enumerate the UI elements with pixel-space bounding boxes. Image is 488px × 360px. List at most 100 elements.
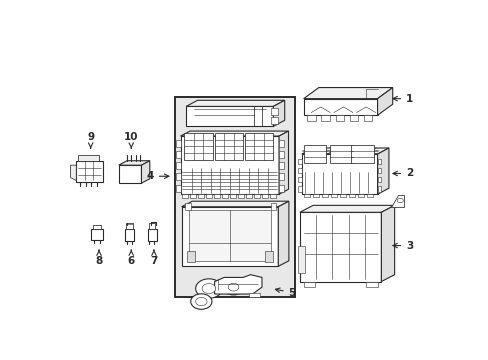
Bar [244,133,273,159]
Bar [182,194,188,198]
Text: 8: 8 [95,250,102,266]
Bar [149,223,155,229]
Polygon shape [189,210,270,261]
Text: 2: 2 [392,168,412,179]
Bar [329,145,352,163]
Bar [363,115,371,121]
Text: 5: 5 [275,288,295,298]
Bar [230,194,236,198]
Bar [270,203,276,210]
Polygon shape [303,87,392,99]
Bar [349,115,357,121]
Polygon shape [377,87,392,115]
Bar [377,177,381,183]
Polygon shape [180,136,279,194]
Circle shape [228,283,238,291]
Bar [214,133,243,159]
Bar [366,282,377,287]
Bar [377,186,381,192]
Bar [264,251,272,262]
Polygon shape [70,165,76,180]
Bar [297,246,304,273]
Bar [245,194,252,198]
Polygon shape [181,207,278,266]
Polygon shape [186,107,273,126]
Text: 1: 1 [392,94,412,104]
Bar [279,140,283,147]
Polygon shape [119,165,141,183]
Bar [93,225,101,229]
Bar [358,194,364,197]
Polygon shape [214,275,262,294]
Bar [184,133,212,159]
Bar [297,158,301,164]
Bar [76,161,102,182]
Circle shape [202,284,215,293]
Bar [350,145,373,163]
Bar [176,140,180,147]
Polygon shape [390,195,403,207]
Bar [126,223,132,229]
Polygon shape [119,161,149,165]
Bar [297,177,301,183]
Bar [335,115,343,121]
Polygon shape [377,148,388,194]
Polygon shape [279,131,288,194]
Polygon shape [141,161,149,183]
Text: 10: 10 [124,132,138,148]
Bar [279,174,283,180]
Bar [176,174,180,180]
Bar [279,162,283,169]
Bar [190,194,196,198]
Bar [175,97,295,297]
Circle shape [195,279,222,298]
Bar [187,251,195,262]
Text: 6: 6 [127,250,135,266]
Bar [307,115,315,121]
Bar [185,203,191,210]
Polygon shape [273,100,284,126]
Bar [303,145,326,163]
Circle shape [195,297,206,306]
Circle shape [396,198,403,203]
Text: 4: 4 [146,171,168,181]
Bar [147,229,157,242]
Polygon shape [180,131,288,136]
Polygon shape [303,99,377,115]
Polygon shape [381,205,394,282]
Bar [124,229,134,242]
Bar [279,185,283,192]
Bar [297,186,301,192]
Bar [176,162,180,169]
Polygon shape [278,201,288,266]
Bar [303,282,314,287]
Text: 7: 7 [150,250,157,266]
Bar [377,168,381,173]
Text: 3: 3 [392,240,412,251]
Bar [248,293,260,297]
Bar [271,108,278,115]
Bar [198,194,204,198]
Bar [176,151,180,158]
Bar [253,194,260,198]
Bar [377,158,381,164]
Bar [176,185,180,192]
Bar [271,117,278,123]
Bar [262,194,267,198]
Polygon shape [299,212,381,282]
Polygon shape [186,100,284,107]
Bar [238,194,244,198]
Bar [330,194,336,197]
Bar [214,194,220,198]
Bar [269,194,275,198]
Polygon shape [299,205,394,212]
Bar [91,229,102,240]
Text: 9: 9 [87,132,94,148]
Bar [206,194,212,198]
Bar [348,194,354,197]
Polygon shape [301,154,377,194]
Bar [78,156,99,161]
Polygon shape [301,148,388,154]
Bar [321,115,329,121]
Polygon shape [181,201,288,207]
